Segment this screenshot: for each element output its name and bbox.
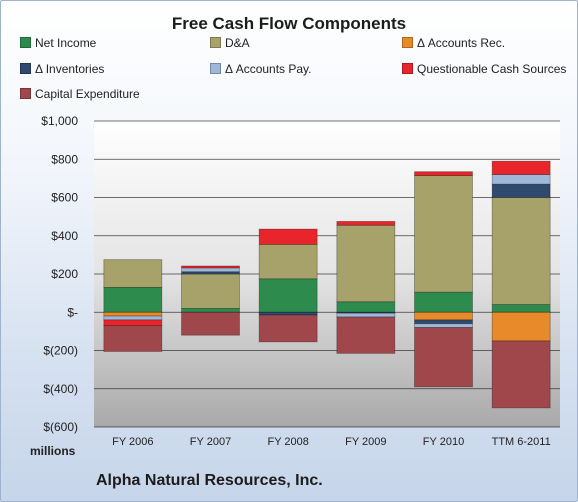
units-label: millions bbox=[30, 444, 76, 458]
bar-segment bbox=[414, 311, 473, 321]
legend-swatch bbox=[210, 37, 221, 48]
bar-segment bbox=[258, 311, 318, 316]
bar-segment bbox=[336, 224, 396, 303]
bar-segment bbox=[414, 171, 473, 176]
legend-swatch bbox=[210, 63, 221, 74]
legend-label: Δ Accounts Rec. bbox=[417, 36, 506, 50]
bar-segment bbox=[103, 319, 163, 327]
bar-segment bbox=[491, 183, 551, 198]
legend-item-capex: Capital Expenditure bbox=[20, 87, 140, 101]
bar-segment bbox=[336, 301, 396, 313]
bar-segment bbox=[336, 312, 396, 318]
legend-swatch bbox=[402, 37, 413, 48]
y-tick-label: $(600) bbox=[43, 420, 78, 434]
bar-segment bbox=[103, 259, 163, 288]
bar-segment bbox=[336, 316, 396, 354]
legend-item-da: D&A bbox=[210, 36, 250, 50]
x-tick-label: FY 2010 bbox=[423, 436, 464, 448]
x-tick-label: TTM 6-2011 bbox=[492, 436, 551, 448]
bar-segment bbox=[491, 340, 551, 409]
bar-segment bbox=[491, 174, 551, 185]
legend-label: Questionable Cash Sources bbox=[417, 62, 567, 76]
bar-segment bbox=[258, 278, 318, 313]
x-tick-label: FY 2008 bbox=[267, 436, 308, 448]
bar-segment bbox=[181, 265, 240, 269]
x-tick-label: FY 2006 bbox=[112, 436, 153, 448]
bar-segment bbox=[414, 175, 473, 293]
legend-label: Δ Accounts Pay. bbox=[225, 62, 312, 76]
bar-segment bbox=[103, 325, 163, 352]
legend-item-inventories: Δ Inventories bbox=[20, 62, 104, 76]
bar-segment bbox=[103, 286, 163, 313]
legend-swatch bbox=[20, 37, 31, 48]
bar-segment bbox=[491, 304, 551, 313]
bar-segment bbox=[258, 314, 318, 343]
bar-segment bbox=[181, 308, 240, 313]
bar-segment bbox=[414, 291, 473, 313]
bar-segment bbox=[491, 311, 551, 342]
bar-segment bbox=[181, 273, 240, 309]
legend-label: Capital Expenditure bbox=[35, 87, 140, 101]
legend-item-accounts-pay: Δ Accounts Pay. bbox=[210, 62, 312, 76]
chart-legend: Net Income D&A Δ Accounts Rec. Δ Invento… bbox=[20, 36, 578, 106]
y-tick-label: $600 bbox=[51, 191, 78, 205]
bar-segment bbox=[181, 311, 240, 336]
bar-segment bbox=[258, 228, 318, 245]
legend-label: Net Income bbox=[35, 36, 97, 50]
legend-swatch bbox=[20, 88, 31, 99]
bar-segment bbox=[258, 243, 318, 280]
chart-title: Free Cash Flow Components bbox=[171, 14, 407, 33]
bar-segment bbox=[414, 323, 473, 328]
legend-item-net-income: Net Income bbox=[20, 36, 96, 50]
legend-label: D&A bbox=[225, 36, 250, 50]
bar-segment bbox=[414, 319, 473, 325]
y-tick-label: $1,000 bbox=[41, 114, 78, 128]
legend-item-accounts-rec: Δ Accounts Rec. bbox=[402, 36, 505, 50]
y-tick-label: $(200) bbox=[43, 344, 78, 358]
y-tick-label: $800 bbox=[51, 152, 78, 166]
y-tick-label: $(400) bbox=[43, 382, 78, 396]
bar-segment bbox=[414, 327, 473, 388]
bar-segment bbox=[103, 315, 163, 321]
legend-swatch bbox=[20, 63, 31, 74]
legend-label: Δ Inventories bbox=[35, 62, 105, 76]
legend-swatch bbox=[402, 63, 413, 74]
y-tick-label: $400 bbox=[51, 229, 78, 243]
legend-item-questionable-cash: Questionable Cash Sources bbox=[402, 62, 566, 76]
y-tick-label: $200 bbox=[51, 267, 78, 281]
bar-segment bbox=[491, 160, 551, 175]
x-tick-label: FY 2007 bbox=[190, 436, 231, 448]
bar-segment bbox=[181, 267, 240, 273]
company-name: Alpha Natural Resources, Inc. bbox=[96, 472, 323, 489]
y-tick-label: $- bbox=[67, 305, 78, 319]
x-tick-label: FY 2009 bbox=[345, 436, 386, 448]
bar-segment bbox=[103, 311, 163, 317]
bar-segment bbox=[336, 221, 396, 226]
bar-segment bbox=[491, 197, 551, 305]
